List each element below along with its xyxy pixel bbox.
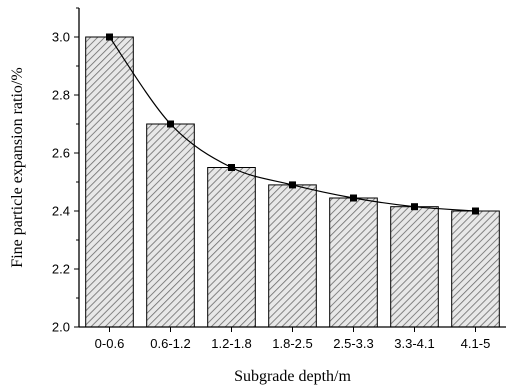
x-tick-label: 3.3-4.1 [394, 336, 434, 351]
bar [390, 206, 439, 328]
y-tick-label: 2.2 [52, 262, 70, 277]
data-point-marker [106, 33, 113, 41]
y-axis-title: Fine particle expansion ratio/% [9, 67, 26, 267]
y-tick-label: 3.0 [52, 30, 70, 45]
data-point-marker [350, 194, 357, 202]
bar [329, 197, 378, 328]
data-point-marker [411, 203, 418, 211]
x-tick-label: 4.1-5 [461, 336, 491, 351]
y-tick-label: 2.6 [52, 146, 70, 161]
x-tick-label: 2.5-3.3 [333, 336, 373, 351]
x-tick-label: 0-0.6 [95, 336, 125, 351]
axes-layer: 2.0 2.2 2.4 2.6 2.8 3.0 0-0.6 0.6-1.2 1.2-1.8 1.8… [52, 7, 506, 351]
y-tick-label: 2.4 [52, 204, 70, 219]
bar [207, 167, 256, 328]
bar [268, 184, 317, 328]
data-point-marker [289, 181, 296, 189]
data-point-marker [167, 120, 174, 128]
bar [146, 123, 195, 328]
x-tick-label: 1.8-2.5 [272, 336, 312, 351]
bar [85, 36, 134, 328]
trend-line-layer [106, 33, 479, 215]
x-tick-label: 0.6-1.2 [150, 336, 190, 351]
y-tick-label: 2.8 [52, 88, 70, 103]
y-tick-label: 2.0 [52, 320, 70, 335]
data-point-marker [228, 164, 235, 171]
bar [451, 210, 500, 328]
bars-layer [85, 36, 500, 328]
x-tick-label: 1.2-1.8 [211, 336, 251, 351]
x-axis-title: Subgrade depth/m [234, 368, 351, 385]
data-point-marker [472, 207, 479, 215]
